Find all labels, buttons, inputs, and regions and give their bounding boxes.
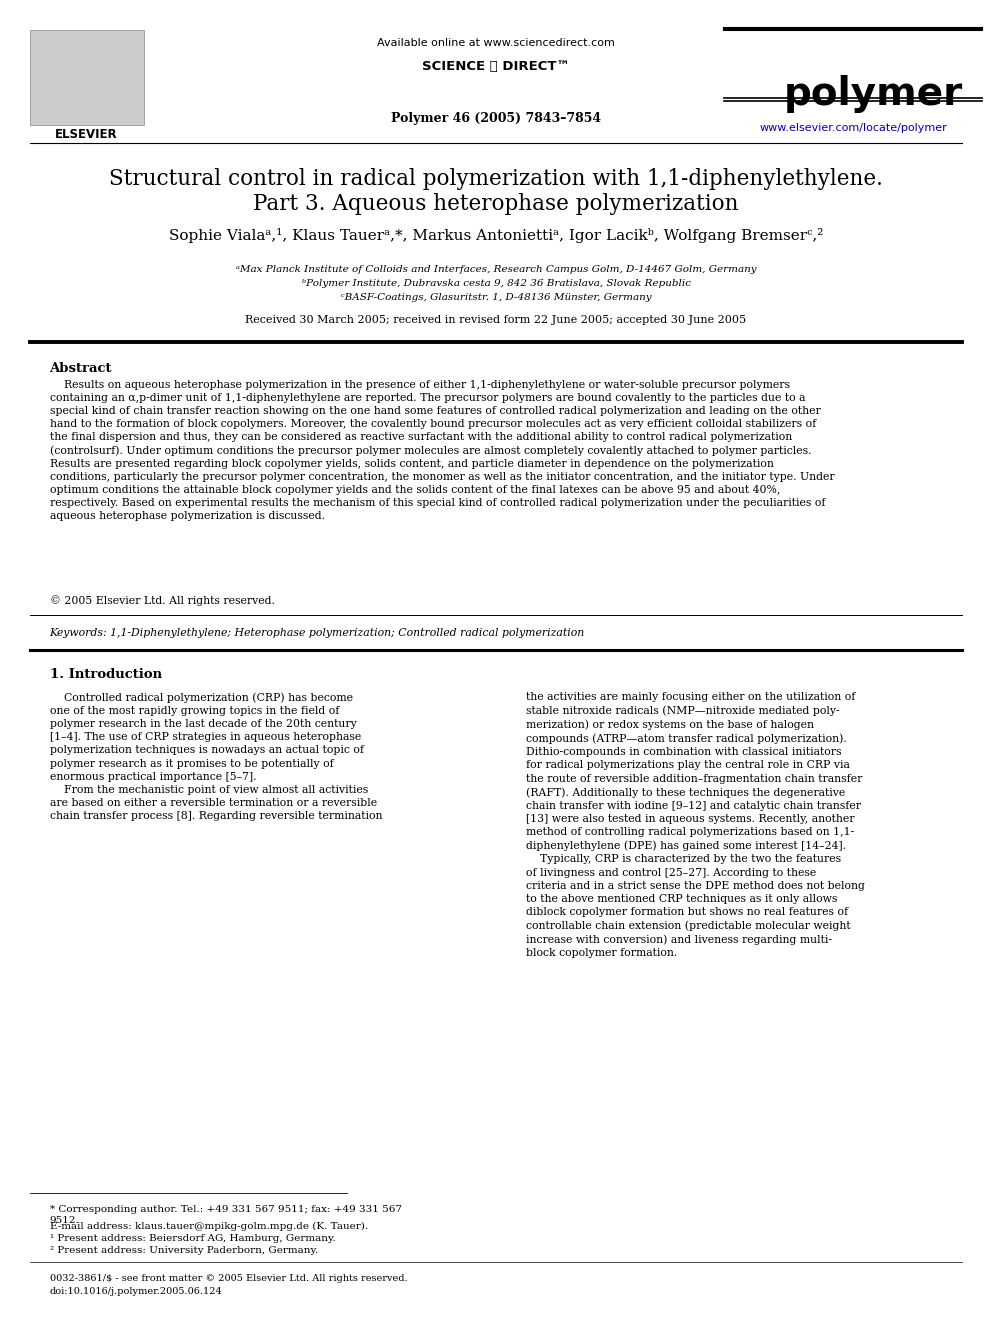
Text: www.elsevier.com/locate/polymer: www.elsevier.com/locate/polymer: [759, 123, 947, 134]
Text: Controlled radical polymerization (CRP) has become
one of the most rapidly growi: Controlled radical polymerization (CRP) …: [50, 692, 382, 822]
Text: Sophie Vialaᵃ,¹, Klaus Tauerᵃ,*, Markus Antoniettiᵃ, Igor Lacikᵇ, Wolfgang Brems: Sophie Vialaᵃ,¹, Klaus Tauerᵃ,*, Markus …: [169, 228, 823, 243]
Text: Received 30 March 2005; received in revised form 22 June 2005; accepted 30 June : Received 30 March 2005; received in revi…: [245, 315, 747, 325]
Text: * Corresponding author. Tel.: +49 331 567 9511; fax: +49 331 567
9512.: * Corresponding author. Tel.: +49 331 56…: [50, 1205, 402, 1225]
Text: Structural control in radical polymerization with 1,1-diphenylethylene.: Structural control in radical polymeriza…: [109, 168, 883, 191]
Text: E-mail address: klaus.tauer@mpikg-golm.mpg.de (K. Tauer).: E-mail address: klaus.tauer@mpikg-golm.m…: [50, 1222, 368, 1232]
Text: ᵇPolymer Institute, Dubravska cesta 9, 842 36 Bratislava, Slovak Republic: ᵇPolymer Institute, Dubravska cesta 9, 8…: [302, 279, 690, 288]
Text: ᶜBASF-Coatings, Glasuritstr. 1, D-48136 Münster, Germany: ᶜBASF-Coatings, Glasuritstr. 1, D-48136 …: [340, 292, 652, 302]
Bar: [30, 30, 144, 124]
Text: the activities are mainly focusing either on the utilization of
stable nitroxide: the activities are mainly focusing eithe…: [526, 692, 865, 958]
Text: 1. Introduction: 1. Introduction: [50, 668, 162, 681]
Text: © 2005 Elsevier Ltd. All rights reserved.: © 2005 Elsevier Ltd. All rights reserved…: [50, 595, 275, 606]
Text: ² Present address: University Paderborn, Germany.: ² Present address: University Paderborn,…: [50, 1246, 317, 1256]
Text: Part 3. Aqueous heterophase polymerization: Part 3. Aqueous heterophase polymerizati…: [253, 193, 739, 216]
Text: Abstract: Abstract: [50, 363, 112, 374]
Text: Keywords: 1,1-Diphenylethylene; Heterophase polymerization; Controlled radical p: Keywords: 1,1-Diphenylethylene; Heteroph…: [50, 628, 585, 638]
Text: ᵃMax Planck Institute of Colloids and Interfaces, Research Campus Golm, D-14467 : ᵃMax Planck Institute of Colloids and In…: [236, 265, 756, 274]
Text: ¹ Present address: Beiersdorf AG, Hamburg, Germany.: ¹ Present address: Beiersdorf AG, Hambur…: [50, 1234, 335, 1244]
Text: Polymer 46 (2005) 7843–7854: Polymer 46 (2005) 7843–7854: [391, 112, 601, 124]
Text: polymer: polymer: [784, 75, 962, 112]
Text: doi:10.1016/j.polymer.2005.06.124: doi:10.1016/j.polymer.2005.06.124: [50, 1287, 222, 1297]
Text: Available online at www.sciencedirect.com: Available online at www.sciencedirect.co…: [377, 38, 615, 48]
Text: Results on aqueous heterophase polymerization in the presence of either 1,1-diph: Results on aqueous heterophase polymeriz…: [50, 380, 834, 521]
Text: ELSEVIER: ELSEVIER: [55, 128, 118, 142]
Text: 0032-3861/$ - see front matter © 2005 Elsevier Ltd. All rights reserved.: 0032-3861/$ - see front matter © 2005 El…: [50, 1274, 408, 1283]
Text: SCIENCE ⓓ DIRECT™: SCIENCE ⓓ DIRECT™: [423, 60, 569, 73]
